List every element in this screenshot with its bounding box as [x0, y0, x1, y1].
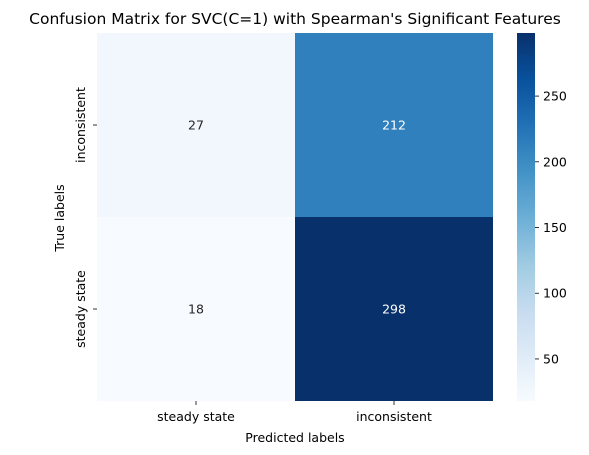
- heatmap-cell: [97, 33, 295, 217]
- cell-value-label: 212: [382, 118, 406, 133]
- colorbar: [517, 33, 535, 401]
- y-tick-label: steady state: [73, 270, 88, 348]
- cell-value-label: 298: [382, 302, 406, 317]
- colorbar-tick-label: 50: [543, 351, 559, 366]
- heatmap-cell: [295, 217, 493, 401]
- colorbar-tick-label: 200: [543, 154, 567, 169]
- heatmap-cell: [295, 33, 493, 217]
- colorbar-ticks: 50 100 150 200 250: [535, 89, 567, 366]
- y-axis-ticks: inconsistent steady state: [73, 87, 97, 348]
- colorbar-tick-label: 250: [543, 89, 567, 104]
- y-axis-label: True labels: [52, 184, 67, 252]
- colorbar-tick-label: 100: [543, 286, 567, 301]
- heatmap-cell-labels: 27 212 18 298: [188, 118, 406, 317]
- x-tick-label: steady state: [157, 409, 235, 424]
- chart-title: Confusion Matrix for SVC(C=1) with Spear…: [29, 10, 561, 28]
- colorbar-tick-label: 150: [543, 220, 567, 235]
- x-tick-label: inconsistent: [356, 409, 432, 424]
- x-axis-ticks: steady state inconsistent: [157, 401, 432, 424]
- heatmap-cells: [97, 33, 493, 401]
- heatmap-cell: [97, 217, 295, 401]
- x-axis-label: Predicted labels: [245, 430, 344, 445]
- cell-value-label: 27: [188, 118, 204, 133]
- cell-value-label: 18: [188, 302, 204, 317]
- y-tick-label: inconsistent: [73, 87, 88, 163]
